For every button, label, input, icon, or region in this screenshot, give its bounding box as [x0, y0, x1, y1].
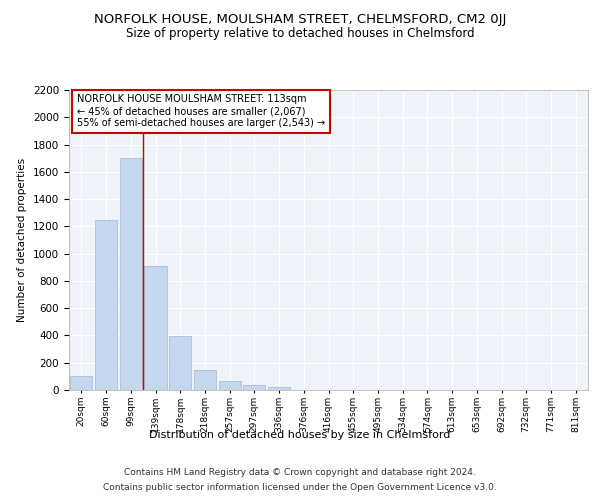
Bar [169, 336, 191, 390]
Bar [70, 376, 92, 390]
Bar [218, 381, 241, 390]
Bar [95, 220, 117, 390]
Text: NORFOLK HOUSE MOULSHAM STREET: 113sqm
← 45% of detached houses are smaller (2,06: NORFOLK HOUSE MOULSHAM STREET: 113sqm ← … [77, 94, 325, 128]
Y-axis label: Number of detached properties: Number of detached properties [17, 158, 28, 322]
Bar [268, 386, 290, 390]
Text: NORFOLK HOUSE, MOULSHAM STREET, CHELMSFORD, CM2 0JJ: NORFOLK HOUSE, MOULSHAM STREET, CHELMSFO… [94, 12, 506, 26]
Text: Contains public sector information licensed under the Open Government Licence v3: Contains public sector information licen… [103, 483, 497, 492]
Text: Distribution of detached houses by size in Chelmsford: Distribution of detached houses by size … [149, 430, 451, 440]
Bar [194, 370, 216, 390]
Bar [243, 385, 265, 390]
Text: Size of property relative to detached houses in Chelmsford: Size of property relative to detached ho… [125, 28, 475, 40]
Bar [119, 158, 142, 390]
Bar [145, 266, 167, 390]
Text: Contains HM Land Registry data © Crown copyright and database right 2024.: Contains HM Land Registry data © Crown c… [124, 468, 476, 477]
